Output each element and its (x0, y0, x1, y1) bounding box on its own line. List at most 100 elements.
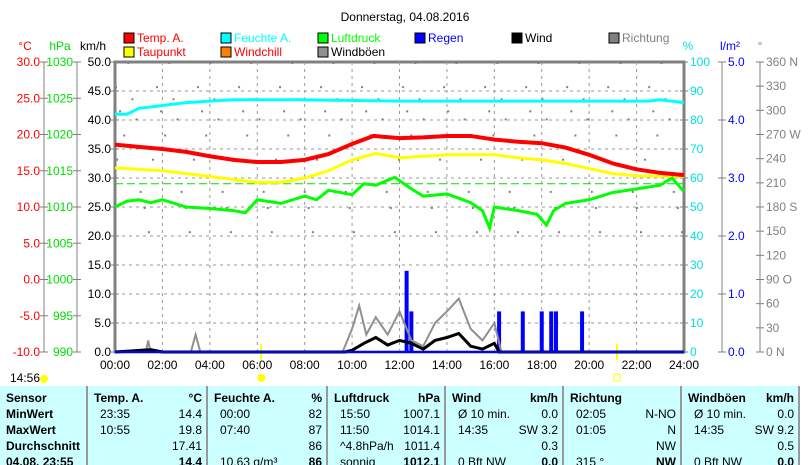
stats-column: Sensor MinWert MaxWert Durchschnitt 04.08. 2… (0, 386, 88, 465)
rain-bar (553, 311, 558, 352)
direction-point (644, 158, 647, 161)
x-tick-label: 08:00 (290, 358, 320, 372)
direction-point (545, 118, 548, 121)
direction-point (668, 118, 671, 121)
axis-tick-label-rain: 5.0 (728, 55, 745, 69)
stats-value: NW (656, 439, 676, 453)
direction-point (652, 110, 655, 113)
direction-point (623, 98, 626, 101)
direction-point (192, 158, 195, 161)
direction-point (116, 158, 119, 161)
direction-point (299, 118, 302, 121)
stats-value: N (667, 423, 676, 437)
direction-point (201, 110, 204, 113)
stats-value: 0.3 (541, 439, 558, 453)
axis-tick-label-pressure: 1000 (46, 273, 73, 287)
axis-tick-label-humidity: 100 (690, 55, 710, 69)
direction-point (164, 134, 167, 137)
stats-label (94, 454, 100, 465)
rain-bar (580, 311, 585, 352)
axis-tick-label-temp: 20.0 (17, 128, 41, 142)
stats-label: MaxWert (6, 423, 56, 437)
axis-tick-label-pressure: 995 (53, 309, 73, 323)
axis-tick-label-direction: 330 (766, 79, 786, 93)
direction-point (266, 207, 269, 209)
stats-label: 15:50 (340, 407, 371, 421)
stats-label: 02:05 (576, 407, 607, 421)
direction-point (635, 207, 638, 209)
stats-row: Temp. A. °C (94, 390, 202, 406)
direction-point (631, 190, 634, 193)
direction-point (160, 110, 163, 113)
x-tick-label: 04:00 (195, 358, 225, 372)
axis-tick-label-rain: 4.0 (728, 113, 745, 127)
direction-point (389, 207, 392, 209)
direction-point (205, 134, 208, 137)
rain-bar (549, 311, 554, 352)
direction-point (279, 86, 282, 89)
x-tick-label: 24:00 (669, 358, 699, 372)
stats-row: Ø 10 min. 0.0 (452, 406, 558, 422)
legend-swatch (220, 46, 232, 58)
direction-point (549, 190, 552, 193)
direction-point (209, 62, 212, 64)
direction-point (270, 231, 273, 234)
direction-point (553, 207, 556, 209)
stats-row: 10:55 19.8 (94, 422, 202, 438)
stats-value: 1007.1 (403, 407, 440, 421)
direction-point (262, 190, 265, 193)
axis-tick-label-wind: 40.0 (88, 113, 112, 127)
direction-point (562, 158, 565, 161)
direction-point (590, 190, 593, 193)
stats-row: 04.08. 23:55 (6, 454, 82, 465)
direction-point (147, 231, 150, 234)
stats-column: Wind km/h Ø 10 min. 0.0 14:35 SW 3.2 0.3 0 Bft … (446, 386, 564, 465)
stats-row: 11:50 1014.1 (334, 422, 440, 438)
axis-tick-label-temp: 30.0 (17, 55, 41, 69)
x-tick-label: 12:00 (384, 358, 414, 372)
axis-tick-label-temp: 5.0 (23, 236, 40, 250)
stats-value: 86 (308, 439, 322, 453)
axis-tick-label-pressure: 1015 (46, 164, 73, 178)
direction-point (660, 62, 663, 64)
stats-row: sonnig 1012.1 (334, 454, 440, 465)
axis-tick-label-humidity: 40 (690, 229, 704, 243)
legend-swatch (414, 32, 426, 44)
stats-row: 86 (214, 438, 322, 454)
moon-icon (613, 373, 621, 382)
legend-swatch (608, 32, 620, 44)
direction-point (619, 62, 622, 64)
direction-point (320, 86, 323, 89)
axis-tick-label-humidity: 30 (690, 258, 704, 272)
direction-point (168, 62, 171, 64)
legend-label: Wind (525, 31, 552, 45)
direction-point (648, 86, 651, 89)
x-tick-label: 18:00 (527, 358, 557, 372)
stats-label: Sensor (6, 391, 47, 405)
direction-point (217, 118, 220, 121)
direction-point (365, 110, 368, 113)
stats-value: N-NO (645, 407, 676, 421)
axis-tick-label-humidity: 90 (690, 84, 704, 98)
axis-tick-label-pressure: 1030 (46, 55, 73, 69)
humidity-line (115, 98, 685, 116)
stats-label: sonnig (340, 455, 376, 465)
stats-row: Wind km/h (452, 390, 558, 406)
direction-point (504, 118, 507, 121)
axis-tick-label-direction: 0 N (766, 345, 785, 359)
direction-point (328, 134, 331, 137)
axis-tick-label-direction: 30 (766, 321, 780, 335)
axis-tick-label-wind: 45.0 (88, 84, 112, 98)
direction-point (516, 231, 519, 234)
stats-value: 17.41 (171, 439, 202, 453)
direction-point (197, 86, 200, 89)
axis-tick-label-rain: 0.0 (728, 345, 745, 359)
direction-point (225, 207, 228, 209)
direction-point (156, 86, 159, 89)
direction-point (303, 190, 306, 193)
direction-point (221, 190, 224, 193)
axis-tick-label-direction: 90 O (766, 273, 792, 287)
stats-value: 14.4 (178, 407, 202, 421)
stats-row: 14.4 (94, 454, 202, 465)
stats-value: SW 9.2 (754, 423, 794, 437)
